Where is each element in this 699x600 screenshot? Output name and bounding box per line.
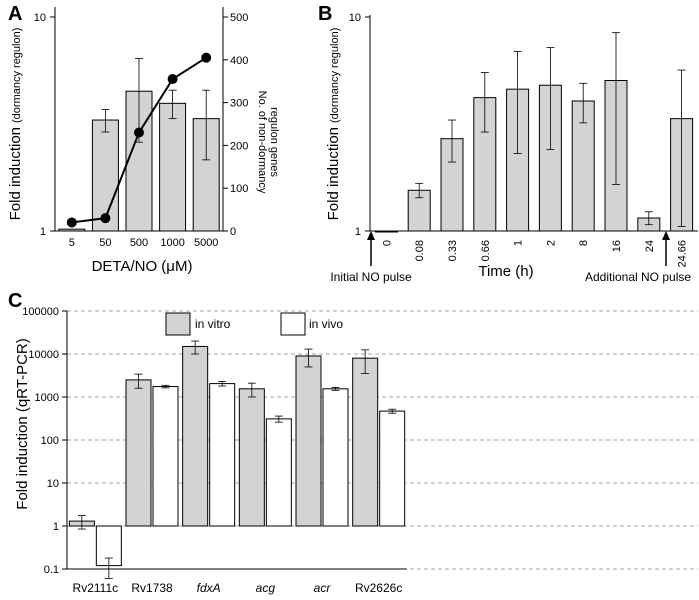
panel-letter-b: B	[318, 3, 332, 25]
b-ytick-label-1: 1	[355, 226, 361, 238]
c-bar-acr-in-vitro	[295, 355, 322, 527]
b-xlabel: Time (h)	[478, 263, 533, 280]
a-right-tick-label-0: 0	[230, 226, 236, 238]
a-ytick-label-1: 1	[40, 226, 46, 238]
a-line-point-5	[66, 217, 77, 228]
c-xtick-label-Rv1738: Rv1738	[131, 581, 173, 595]
c-xtick-label-Rv2111c: Rv2111c	[73, 581, 119, 595]
additional-pulse-arrowhead	[662, 231, 670, 240]
b-ylabel-main: Fold induction	[325, 127, 342, 220]
c-bar-fdxA-in-vivo	[209, 383, 236, 527]
a-right-tick-label-200: 200	[230, 140, 248, 152]
c-ytick-label-10: 10	[47, 478, 59, 490]
a-xtick-label-1000: 1000	[160, 237, 184, 249]
c-legend: in vitro in vivo	[165, 312, 343, 336]
c-ytick-label-1000: 1000	[35, 392, 59, 404]
legend-label-in-vivo: in vivo	[309, 317, 343, 331]
c-bar-Rv2626c-in-vivo	[379, 410, 406, 527]
c-bar-acg-in-vivo	[265, 418, 292, 527]
a-xtick-label-500: 500	[130, 237, 148, 249]
c-ytick-label-1: 1	[53, 521, 59, 533]
a-ytick-label-10: 10	[34, 12, 46, 24]
a-right-tick-label-300: 300	[230, 98, 248, 110]
b-xtick-label-0.08: 0.08	[414, 240, 426, 261]
panel-letter-c: C	[8, 290, 22, 312]
panel-b: B 0 0.08 0.33 0.66 1 2 8 16 24 24.66 10 1 Fold in…	[318, 3, 698, 284]
c-bar-Rv1738-in-vitro	[125, 379, 152, 527]
a-ylabel-sub: (dormancy regulon)	[11, 28, 23, 123]
a-right-ylabel-1: No. of non-dormancy	[256, 91, 268, 194]
a-xlabel-prefix: DETA/NO (	[92, 258, 167, 275]
a-right-tick-label-500: 500	[230, 12, 248, 24]
b-xtick-label-0: 0	[381, 240, 393, 246]
c-ytick-label-0.1: 0.1	[44, 564, 59, 576]
legend-swatch-in-vivo	[280, 312, 306, 336]
c-xtick-label-fdxA: fdxA	[197, 581, 221, 595]
c-xtick-label-acr: acr	[314, 581, 332, 595]
panel-letter-a: A	[8, 3, 22, 25]
b-xtick-label-8: 8	[578, 240, 590, 246]
b-xtick-label-16: 16	[611, 240, 623, 252]
c-bar-fdxA-in-vitro	[182, 345, 209, 527]
initial-pulse-label: Initial NO pulse	[330, 270, 412, 284]
b-xtick-label-24.66: 24.66	[677, 240, 689, 268]
b-ylabel-sub: (dormancy regulon)	[329, 28, 341, 123]
a-ylabel-main: Fold induction	[7, 127, 24, 220]
c-bar-acr-in-vivo	[322, 388, 349, 527]
legend-label-in-vitro: in vitro	[195, 317, 231, 331]
initial-pulse-arrowhead	[367, 231, 375, 240]
a-right-tick-label-100: 100	[230, 183, 248, 195]
b-xtick-label-2: 2	[545, 240, 557, 246]
c-xtick-label-acg: acg	[256, 581, 276, 595]
b-xtick-label-1: 1	[513, 240, 525, 246]
additional-pulse-label: Additional NO pulse	[585, 270, 691, 284]
a-xtick-label-50: 50	[99, 237, 111, 249]
a-xlabel: DETA/NO (μM)	[92, 258, 193, 275]
a-line-point-1000	[167, 74, 178, 85]
a-line-point-500	[134, 127, 144, 138]
c-ytick-label-10000: 10000	[28, 349, 59, 361]
a-line-point-5000	[201, 52, 212, 63]
panel-c: C 0.1 1 10 100 1000 10000 100000 Rv2111c Rv1738 f…	[8, 290, 698, 595]
a-line-point-50	[100, 213, 111, 224]
c-bar-Rv2626c-in-vitro	[352, 357, 379, 527]
a-ylabel: Fold induction (dormancy regulon)	[7, 28, 24, 221]
c-ytick-label-100000: 100000	[22, 306, 59, 318]
b-xtick-label-24: 24	[644, 240, 656, 252]
b-xtick-label-0.66: 0.66	[480, 240, 492, 261]
c-ylabel: Fold induction (qRT-PCR)	[14, 338, 31, 509]
a-xlabel-suffix: )	[187, 258, 192, 275]
a-right-ylabel-2: regulon genes	[268, 107, 280, 177]
a-xlabel-unit: μM	[166, 258, 187, 275]
a-bar-1000	[159, 102, 187, 232]
c-bar-Rv1738-in-vivo	[152, 386, 179, 527]
c-xtick-label-Rv2626c: Rv2626c	[355, 581, 402, 595]
b-xtick-label-0.33: 0.33	[447, 240, 459, 261]
panel-a: A 5 50 500 1000 5000 0 100 200 300 400 500 10 1 Fo…	[7, 3, 280, 275]
b-ytick-label-10: 10	[349, 12, 361, 24]
a-xtick-label-5: 5	[69, 237, 75, 249]
a-xtick-label-5000: 5000	[194, 237, 218, 249]
b-ylabel: Fold induction (dormancy regulon)	[325, 28, 342, 221]
c-bar-acg-in-vitro	[238, 388, 265, 527]
legend-swatch-in-vitro	[165, 312, 191, 336]
a-right-tick-label-400: 400	[230, 55, 248, 67]
c-ytick-label-100: 100	[41, 435, 59, 447]
